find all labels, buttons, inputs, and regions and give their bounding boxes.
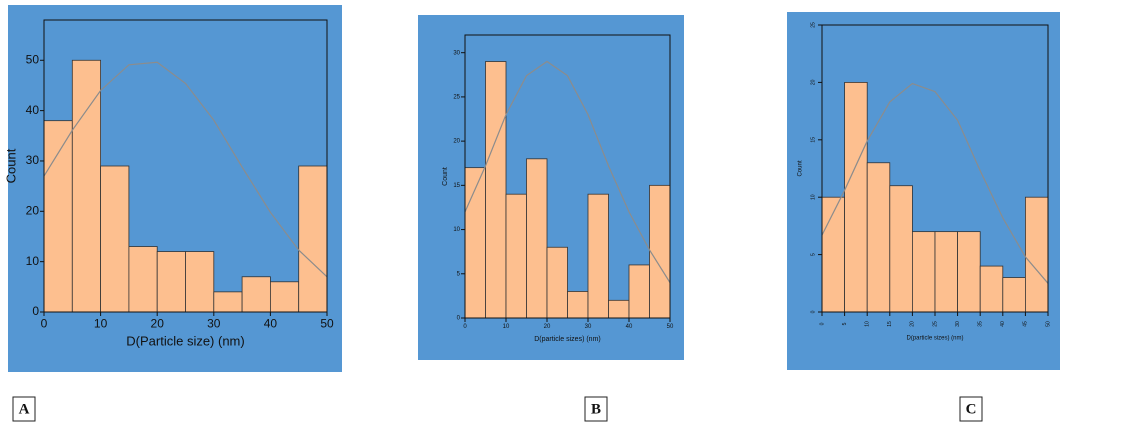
bar: [546, 246, 568, 319]
y-tick-label: 15: [453, 183, 460, 189]
bar: [128, 246, 158, 313]
fit-curve: [43, 61, 328, 278]
caption: A: [19, 401, 30, 417]
x-axis-label: D(particle sizes) (nm): [534, 336, 601, 343]
y-tick-label: 20: [26, 203, 40, 217]
bar: [912, 231, 936, 313]
bar: [269, 281, 300, 313]
caption: B: [591, 401, 601, 417]
bar: [608, 299, 630, 319]
x-tick-label: 0: [819, 322, 825, 325]
bar: [100, 165, 130, 313]
bar: [844, 82, 868, 313]
y-axis-label: Count: [442, 167, 449, 186]
x-tick-label: 5: [842, 322, 848, 325]
bar: [505, 193, 527, 319]
bar: [567, 291, 589, 319]
bar: [979, 265, 1004, 313]
plot-frame: [464, 34, 671, 319]
y-axis-label: Count: [798, 160, 804, 176]
y-axis-label: Count: [3, 148, 18, 183]
bar: [821, 196, 846, 313]
x-tick-label: 40: [626, 324, 633, 330]
y-tick-label: 0: [32, 304, 39, 318]
x-tick-label: 20: [544, 324, 551, 330]
bar: [1002, 277, 1026, 313]
fit-curve: [464, 60, 671, 283]
y-tick-label: 0: [457, 316, 461, 322]
bar: [587, 193, 609, 319]
x-tick-label: 30: [585, 324, 592, 330]
x-tick-label: 25: [932, 321, 938, 327]
x-tick-label: 50: [1045, 321, 1051, 327]
x-tick-label: 15: [887, 321, 893, 327]
caption: C: [966, 401, 977, 417]
bar: [934, 231, 959, 313]
x-tick-label: 10: [94, 317, 108, 331]
y-tick-label: 40: [26, 103, 40, 117]
y-tick-label: 5: [810, 253, 816, 256]
x-tick-label: 30: [207, 317, 221, 331]
y-tick-label: 20: [810, 79, 816, 85]
bar: [241, 276, 271, 313]
y-tick-label: 10: [26, 254, 40, 268]
bar: [649, 184, 671, 319]
fit-curve: [821, 82, 1049, 284]
x-tick-label: 10: [865, 321, 871, 327]
y-tick-label: 25: [810, 22, 816, 28]
bar: [213, 291, 243, 313]
x-axis-label: D(particle sizes) (nm): [906, 336, 963, 342]
bar: [485, 61, 507, 319]
x-tick-label: 0: [463, 324, 467, 330]
y-tick-label: 10: [810, 194, 816, 200]
x-tick-label: 30: [955, 321, 961, 327]
plot-frame: [43, 19, 328, 313]
x-tick-label: 0: [41, 317, 48, 331]
x-tick-label: 20: [151, 317, 165, 331]
bar: [628, 264, 650, 319]
bar: [156, 251, 186, 313]
caption-box: [584, 396, 608, 422]
y-tick-label: 25: [453, 94, 460, 100]
x-tick-label: 10: [503, 324, 510, 330]
x-tick-label: 20: [910, 321, 916, 327]
y-tick-label: 15: [810, 137, 816, 143]
x-tick-label: 50: [667, 324, 674, 330]
x-tick-label: 40: [1000, 321, 1006, 327]
x-tick-label: 50: [320, 317, 334, 331]
y-tick-label: 20: [453, 139, 460, 145]
panel-background: [787, 12, 1060, 370]
bar: [889, 185, 913, 313]
y-tick-label: 5: [457, 271, 461, 277]
x-tick-label: 40: [264, 317, 278, 331]
bar: [185, 251, 215, 313]
bar: [957, 231, 981, 313]
x-axis-label: D(Particle size) (nm): [126, 333, 244, 348]
bar: [43, 120, 73, 313]
x-tick-label: 35: [978, 321, 984, 327]
bar: [298, 165, 328, 313]
bar: [1025, 196, 1049, 313]
bar: [71, 59, 102, 313]
caption-box: [12, 396, 36, 422]
y-tick-label: 30: [26, 153, 40, 167]
caption-box: [959, 396, 983, 422]
y-tick-label: 50: [26, 52, 40, 66]
x-tick-label: 45: [1023, 321, 1029, 327]
y-tick-label: 10: [453, 227, 460, 233]
bar: [526, 158, 548, 319]
y-tick-label: 30: [453, 50, 460, 56]
y-tick-label: 0: [810, 310, 816, 313]
bar: [866, 162, 891, 313]
